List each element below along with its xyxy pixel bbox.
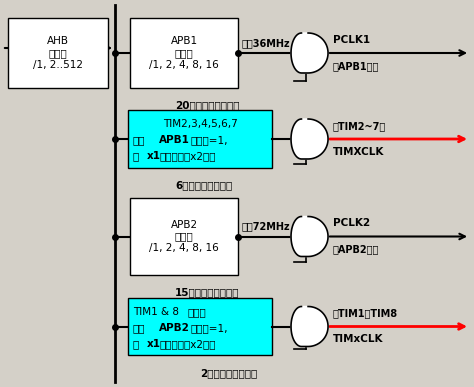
Text: 至TIM2~7的: 至TIM2~7的 <box>333 121 386 131</box>
Bar <box>130 198 238 275</box>
Bar <box>128 110 272 168</box>
Text: 至APB1外设: 至APB1外设 <box>333 61 379 71</box>
Polygon shape <box>291 216 328 257</box>
Text: 最大72MHz: 最大72MHz <box>242 221 291 231</box>
Text: 预分频=1,: 预分频=1, <box>191 135 228 145</box>
Text: PCLK1: PCLK1 <box>333 35 370 45</box>
Polygon shape <box>291 119 328 159</box>
Text: 15个外设时钟使能位: 15个外设时钟使能位 <box>175 287 239 297</box>
Text: 如果: 如果 <box>133 323 146 333</box>
Text: 则: 则 <box>133 339 139 349</box>
Text: 如果: 如果 <box>133 135 146 145</box>
Text: 输出，否则x2输出: 输出，否则x2输出 <box>160 339 217 349</box>
Text: x1: x1 <box>147 151 161 161</box>
Text: 20个外设时钟使能位: 20个外设时钟使能位 <box>175 100 239 110</box>
Polygon shape <box>291 33 328 73</box>
Text: 预分频=1,: 预分频=1, <box>191 323 228 333</box>
Text: APB2: APB2 <box>159 323 190 333</box>
Text: x1: x1 <box>147 339 161 349</box>
Text: APB2
预分频
/1, 2, 4, 8, 16: APB2 预分频 /1, 2, 4, 8, 16 <box>149 220 219 253</box>
Text: APB1: APB1 <box>159 135 190 145</box>
Text: 定时器: 定时器 <box>188 307 207 317</box>
Polygon shape <box>291 307 328 346</box>
Text: 6个外设时钟使能位: 6个外设时钟使能位 <box>175 180 232 190</box>
Text: AHB
预分频
/1, 2..512: AHB 预分频 /1, 2..512 <box>33 36 83 70</box>
Text: 最大36MHz: 最大36MHz <box>242 38 291 48</box>
Text: 则: 则 <box>133 151 139 161</box>
Text: TIMxCLK: TIMxCLK <box>333 334 383 344</box>
Bar <box>130 18 238 88</box>
Text: 2个外设时钟使能位: 2个外设时钟使能位 <box>200 368 257 378</box>
Bar <box>128 298 272 355</box>
Text: PCLK2: PCLK2 <box>333 219 370 228</box>
Text: APB1
预分频
/1, 2, 4, 8, 16: APB1 预分频 /1, 2, 4, 8, 16 <box>149 36 219 70</box>
Text: 至APB2外设: 至APB2外设 <box>333 245 379 255</box>
Text: TIM2,3,4,5,6,7: TIM2,3,4,5,6,7 <box>163 119 237 129</box>
Text: TIM1 & 8: TIM1 & 8 <box>133 307 179 317</box>
Text: TIMXCLK: TIMXCLK <box>333 147 384 157</box>
Text: 至TIM1和TIM8: 至TIM1和TIM8 <box>333 308 398 319</box>
Text: 输出，否则x2输出: 输出，否则x2输出 <box>160 151 217 161</box>
Bar <box>8 18 108 88</box>
